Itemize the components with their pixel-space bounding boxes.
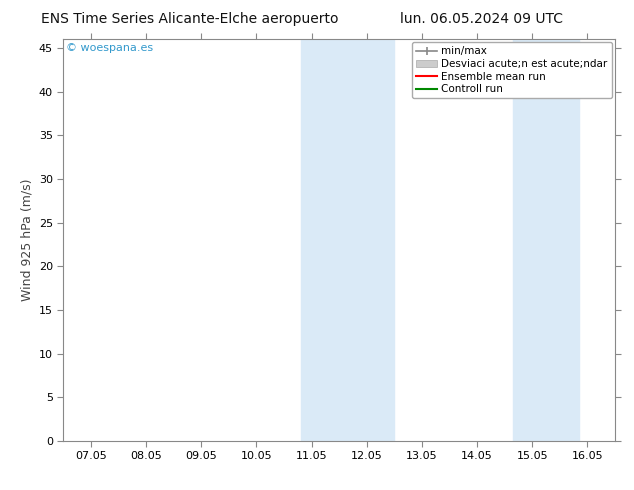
Legend: min/max, Desviaci acute;n est acute;ndar, Ensemble mean run, Controll run: min/max, Desviaci acute;n est acute;ndar…	[412, 42, 612, 98]
Bar	[513, 39, 579, 441]
Text: lun. 06.05.2024 09 UTC: lun. 06.05.2024 09 UTC	[400, 12, 564, 26]
Text: ENS Time Series Alicante-Elche aeropuerto: ENS Time Series Alicante-Elche aeropuert…	[41, 12, 339, 26]
Text: © woespana.es: © woespana.es	[66, 43, 153, 53]
Y-axis label: Wind 925 hPa (m/s): Wind 925 hPa (m/s)	[20, 179, 34, 301]
Bar	[301, 39, 394, 441]
